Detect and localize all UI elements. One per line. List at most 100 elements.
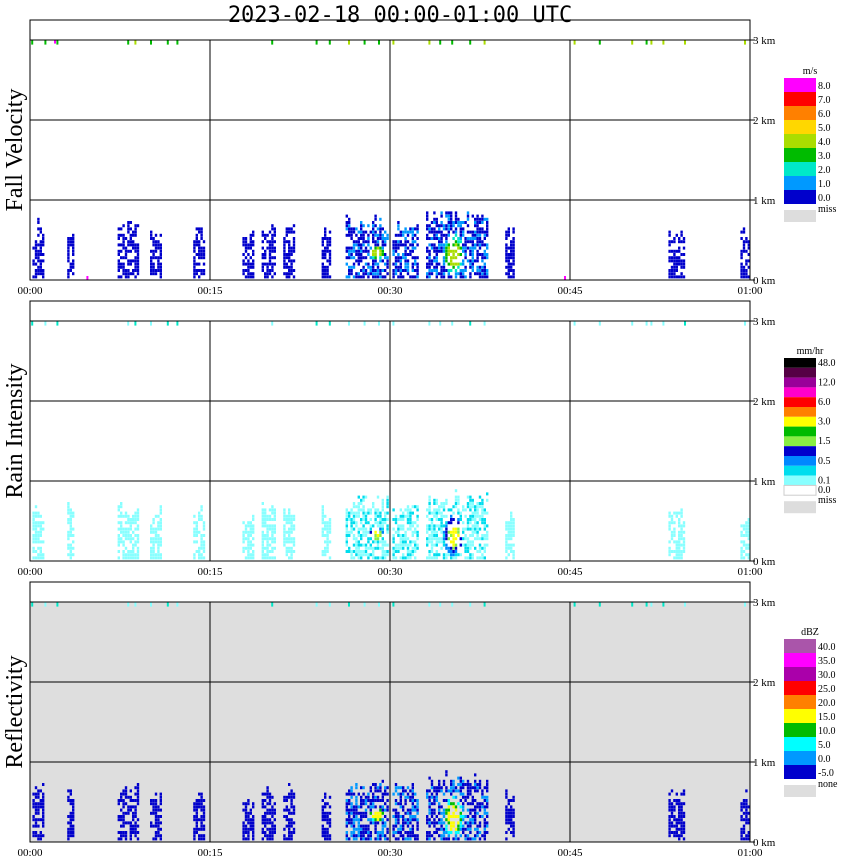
data-cell <box>376 540 380 544</box>
data-cell <box>39 227 42 231</box>
data-cell <box>510 550 513 553</box>
data-cell <box>430 786 434 790</box>
data-cell <box>200 227 203 231</box>
data-cell <box>369 246 372 250</box>
data-cell <box>39 556 42 560</box>
data-cell <box>285 227 288 231</box>
data-cell <box>374 259 377 263</box>
data-cell <box>381 530 384 534</box>
data-cell <box>486 783 489 786</box>
data-cell <box>290 792 293 796</box>
data-cell <box>440 224 443 228</box>
data-cell <box>466 789 470 793</box>
data-cell <box>242 240 245 244</box>
time-tick-label: 00:45 <box>557 566 583 578</box>
data-cell <box>428 227 431 231</box>
data-cell <box>454 262 458 266</box>
data-cell <box>261 530 264 534</box>
data-cell <box>324 524 327 528</box>
data-cell <box>483 556 486 560</box>
data-cell <box>357 511 360 515</box>
data-cell <box>154 534 158 537</box>
data-cell <box>678 537 681 541</box>
data-cell <box>355 227 358 231</box>
data-cell <box>452 518 455 521</box>
data-cell <box>247 802 250 806</box>
data-cell <box>471 524 474 528</box>
data-cell <box>34 511 38 515</box>
data-cell <box>445 256 448 260</box>
data-cell <box>285 233 288 237</box>
data-cell <box>430 802 434 806</box>
data-cell <box>348 808 351 812</box>
data-cell <box>266 275 269 279</box>
data-cell <box>682 824 686 828</box>
data-cell <box>454 502 458 505</box>
data-cell <box>200 518 203 521</box>
data-cell <box>675 262 678 266</box>
data-cell <box>416 243 419 247</box>
data-cell <box>399 518 402 521</box>
data-cell <box>362 272 365 276</box>
data-cell <box>384 256 387 260</box>
data-cell <box>512 543 515 547</box>
data-cell <box>324 233 327 237</box>
data-cell <box>414 808 417 812</box>
data-cell <box>355 543 358 547</box>
data-cell <box>372 256 375 260</box>
data-cell <box>430 527 434 531</box>
data-cell <box>416 505 419 509</box>
data-cell <box>202 799 206 802</box>
data-cell <box>478 233 482 237</box>
data-cell <box>266 553 269 557</box>
data-cell <box>345 550 348 553</box>
data-cell <box>466 259 470 263</box>
data-cell <box>364 272 368 276</box>
data-cell <box>328 240 332 244</box>
data-cell <box>150 269 153 272</box>
data-cell <box>360 534 363 537</box>
data-cell <box>428 243 431 247</box>
data-cell <box>384 237 387 240</box>
data-cell <box>34 249 38 253</box>
data-cell <box>510 518 513 521</box>
data-cell <box>402 827 405 831</box>
data-cell <box>406 808 410 812</box>
data-cell <box>328 518 332 521</box>
data-cell <box>352 792 356 796</box>
data-cell <box>195 243 198 247</box>
data-cell <box>247 815 250 818</box>
data-cell <box>428 811 431 815</box>
data-cell <box>680 259 683 263</box>
data-cell <box>414 834 417 838</box>
data-cell <box>742 556 746 560</box>
data-cell <box>127 537 130 541</box>
data-cell <box>273 530 276 534</box>
data-cell <box>379 514 382 518</box>
data-cell <box>261 246 264 250</box>
data-cell <box>474 508 477 512</box>
data-cell <box>134 39 137 45</box>
data-cell <box>129 824 132 828</box>
data-cell <box>397 275 400 279</box>
data-cell <box>505 534 508 537</box>
data-cell <box>466 546 470 550</box>
data-cell <box>445 527 448 531</box>
data-cell <box>457 240 460 244</box>
data-cell <box>193 275 196 279</box>
data-cell <box>348 249 351 253</box>
data-cell <box>198 240 201 244</box>
legend-label: 6.0 <box>818 397 831 408</box>
data-cell <box>152 269 155 272</box>
data-cell <box>406 269 410 272</box>
data-cell <box>252 827 255 831</box>
data-cell <box>321 815 324 818</box>
data-cell <box>675 821 678 825</box>
data-cell <box>397 786 400 790</box>
data-cell <box>392 249 395 253</box>
data-cell <box>379 217 382 221</box>
data-cell <box>459 799 462 802</box>
data-cell <box>478 240 482 244</box>
data-cell <box>273 272 276 276</box>
data-cell <box>430 237 434 240</box>
